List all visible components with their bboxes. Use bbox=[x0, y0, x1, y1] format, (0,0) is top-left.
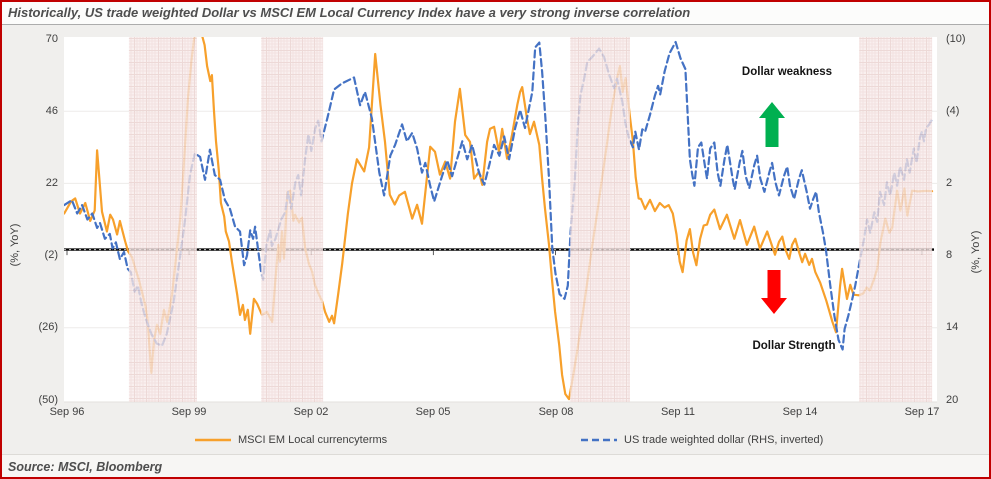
legend-entry-msci: MSCI EM Local currencyterms bbox=[194, 433, 387, 447]
left-axis-tick-label: (2) bbox=[44, 249, 58, 261]
title-bar: Historically, US trade weighted Dollar v… bbox=[2, 2, 989, 25]
chart-title: Historically, US trade weighted Dollar v… bbox=[8, 5, 691, 20]
right-axis-tick-label: (10) bbox=[946, 33, 966, 45]
right-axis-tick-label: 14 bbox=[946, 321, 959, 333]
left-axis-tick-label: (26) bbox=[38, 321, 58, 333]
right-axis-tick-label: 20 bbox=[946, 394, 959, 406]
x-axis-tick-label: Sep 17 bbox=[904, 406, 940, 418]
left-axis-title: (%, YoY) bbox=[9, 223, 21, 267]
x-axis-tick-label: Sep 14 bbox=[782, 406, 818, 418]
footer-bar: Source: MSCI, Bloomberg bbox=[2, 454, 989, 477]
x-axis-tick-label: Sep 96 bbox=[49, 406, 85, 418]
x-axis-tick-label: Sep 99 bbox=[171, 406, 207, 418]
x-axis-tick-label: Sep 05 bbox=[415, 406, 451, 418]
right-axis-title: (%, YoY) bbox=[970, 230, 982, 274]
dollar-strength-label: Dollar Strength bbox=[752, 340, 836, 352]
right-axis-tick-label: (4) bbox=[946, 105, 960, 117]
x-axis-tick-label: Sep 02 bbox=[293, 406, 329, 418]
x-axis-tick-label: Sep 08 bbox=[538, 406, 574, 418]
right-axis-tick-label: 2 bbox=[946, 177, 953, 189]
source-text: Source: MSCI, Bloomberg bbox=[8, 460, 163, 474]
legend-entry-dollar: US trade weighted dollar (RHS, inverted) bbox=[580, 433, 823, 447]
x-axis-tick-label: Sep 11 bbox=[660, 406, 696, 418]
dollar-weakness-label: Dollar weakness bbox=[741, 66, 833, 78]
left-axis-tick-label: (50) bbox=[38, 394, 58, 406]
legend-label-dollar: US trade weighted dollar (RHS, inverted) bbox=[624, 434, 824, 446]
legend-swatch-solid-line-icon bbox=[194, 434, 232, 446]
legend-label-msci: MSCI EM Local currencyterms bbox=[238, 434, 388, 446]
left-axis-tick-label: 22 bbox=[45, 177, 58, 189]
legend-swatch-dashed-line-icon bbox=[580, 434, 618, 446]
left-axis-tick-label: 46 bbox=[45, 105, 58, 117]
right-axis-tick-label: 8 bbox=[946, 249, 953, 261]
left-axis-tick-label: 70 bbox=[45, 33, 58, 45]
